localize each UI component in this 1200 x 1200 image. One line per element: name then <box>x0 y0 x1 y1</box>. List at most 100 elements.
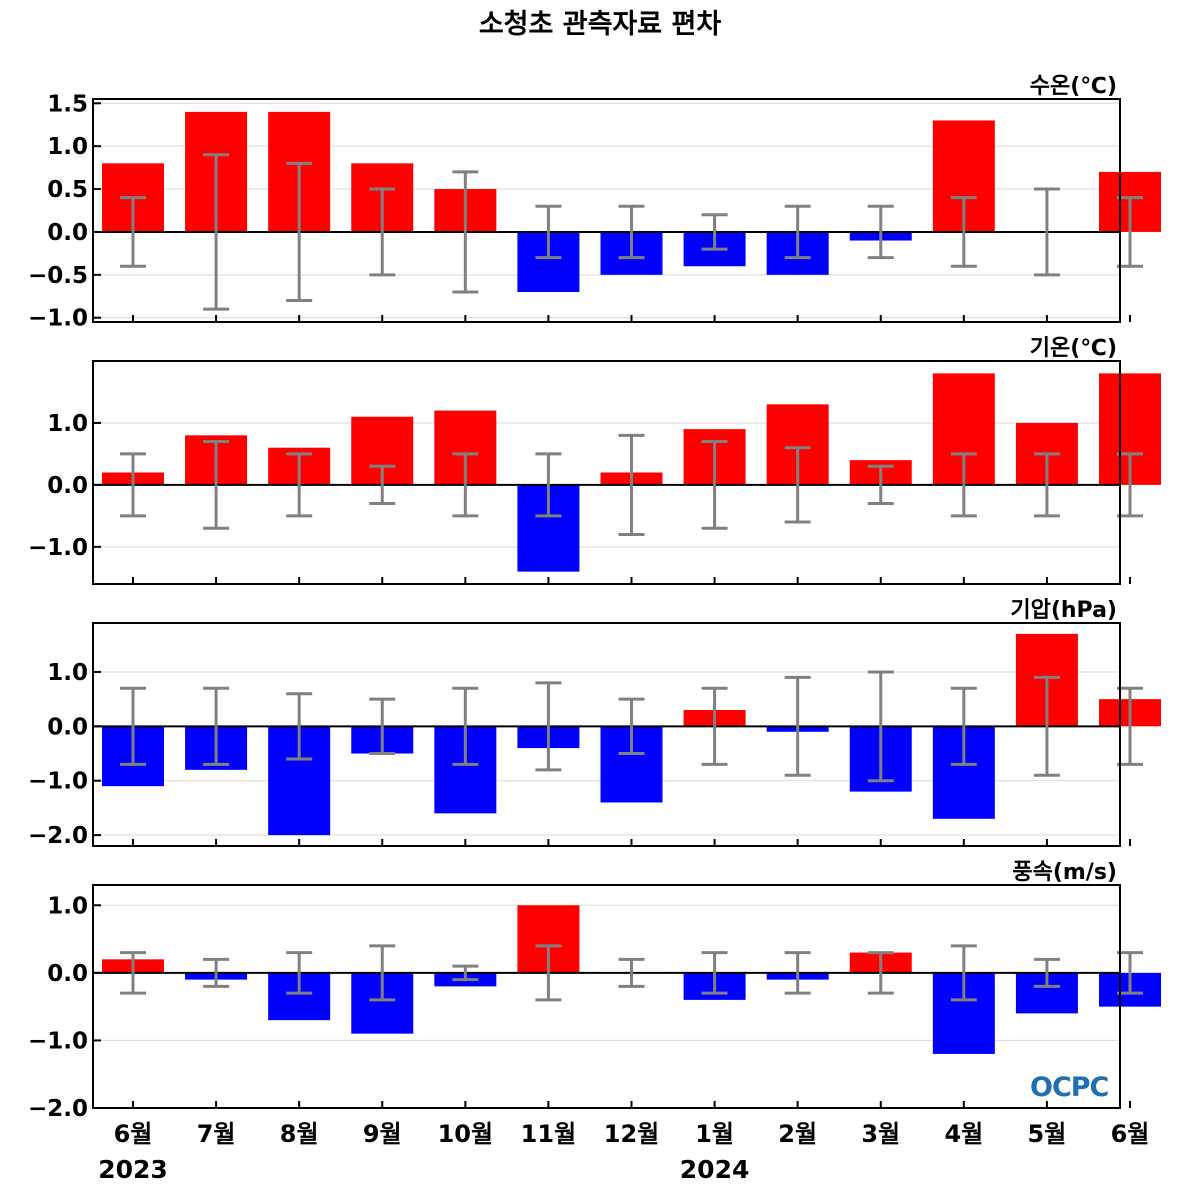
x-tick-label: 4월 <box>944 1120 983 1148</box>
year-label: 2024 <box>680 1155 750 1184</box>
y-tick-label: −0.5 <box>28 263 88 289</box>
panel-2: −1.0 0.0 1.0 기온(℃) <box>28 336 1161 585</box>
error-bar <box>618 697 645 756</box>
error-bar <box>867 670 894 783</box>
plot-frame <box>92 884 1121 1109</box>
error-bar <box>452 452 479 518</box>
panel-title: 수온(℃) <box>1030 74 1117 99</box>
error-bar <box>203 440 230 530</box>
error-bar <box>535 944 562 1002</box>
x-tick-label: 1월 <box>695 1120 734 1148</box>
error-bar <box>950 686 977 766</box>
plot-frame <box>92 622 1121 847</box>
x-tick-label: 3월 <box>861 1120 900 1148</box>
error-bar <box>784 675 811 777</box>
error-bar <box>618 433 645 536</box>
error-bar <box>1033 187 1060 277</box>
x-tick-label: 11월 <box>521 1120 576 1148</box>
x-tick-label: 7월 <box>197 1120 236 1148</box>
x-tick-label: 5월 <box>1028 1120 1067 1148</box>
y-tick-label: 1.0 <box>47 134 88 160</box>
error-bar <box>120 452 146 518</box>
x-tick-label: 9월 <box>363 1120 402 1148</box>
y-tick-label: 1.5 <box>47 91 88 117</box>
y-tick-label: −1.0 <box>28 1028 88 1054</box>
y-tick-label: 0.0 <box>47 220 88 246</box>
x-tick-label: 2월 <box>778 1120 817 1148</box>
error-bar <box>784 951 811 995</box>
error-bar <box>369 944 396 1002</box>
error-bar <box>1117 686 1143 766</box>
error-bar <box>1117 452 1143 518</box>
error-bar <box>535 204 562 260</box>
x-tick-label: 8월 <box>280 1120 319 1148</box>
y-tick-label: −2.0 <box>28 823 88 849</box>
error-bar <box>535 681 562 772</box>
plot-frame <box>92 98 1121 323</box>
error-bar <box>120 686 146 766</box>
panel-title: 기압(hPa) <box>1010 598 1117 623</box>
error-bar <box>286 951 313 995</box>
error-bar <box>452 170 479 294</box>
chart-title: 소청초 관측자료 편차 <box>478 9 722 40</box>
error-bar <box>369 697 396 756</box>
error-bar <box>867 951 894 995</box>
error-bar <box>203 957 230 988</box>
error-bar <box>618 957 645 988</box>
panel-3: −2.0 −1.0 0.0 1.0 기압(hPa) <box>28 598 1161 849</box>
x-axis-labels: 6월 7월 8월 9월 10월 11월 12월 1월 2월 3월 4월 5월 6월 2023 2024 <box>98 1120 1149 1184</box>
error-bar <box>286 452 313 518</box>
error-bar <box>1033 957 1060 988</box>
error-bar <box>784 446 811 524</box>
x-tick-label: 12월 <box>604 1120 659 1148</box>
error-bar <box>286 692 313 761</box>
error-bar <box>1033 452 1060 518</box>
error-bar <box>867 204 894 260</box>
plot-frame <box>92 360 1121 585</box>
y-tick-label: 0.0 <box>47 961 88 987</box>
error-bar <box>618 204 645 260</box>
x-tick-label: 6월 <box>1111 1120 1150 1148</box>
error-bar <box>701 213 728 251</box>
y-tick-label: −1.0 <box>28 535 88 561</box>
error-bar <box>950 452 977 518</box>
error-bar <box>369 464 396 505</box>
panel-1: −1.0 −0.5 0.0 0.5 1.0 1.5 수온(℃) <box>28 74 1161 332</box>
x-tick-label: 10월 <box>438 1120 493 1148</box>
y-tick-label: 1.0 <box>47 411 88 437</box>
error-bar <box>286 161 313 303</box>
error-bar <box>1033 675 1060 777</box>
y-tick-label: 1.0 <box>47 893 88 919</box>
error-bar <box>701 686 728 766</box>
y-tick-label: 0.0 <box>47 714 88 740</box>
error-bar <box>784 204 811 260</box>
x-tick-label: 6월 <box>114 1120 153 1148</box>
error-bar <box>535 452 562 518</box>
error-bar <box>701 951 728 995</box>
y-tick-label: 0.0 <box>47 473 88 499</box>
panel-4: −2.0 −1.0 0.0 1.0 풍속(m/s) <box>28 860 1161 1122</box>
error-bar <box>203 686 230 766</box>
error-bar <box>452 686 479 766</box>
y-tick-label: 0.5 <box>47 177 88 203</box>
y-tick-label: −2.0 <box>28 1096 88 1122</box>
error-bar <box>120 196 146 268</box>
y-tick-label: −1.0 <box>28 769 88 795</box>
error-bar <box>452 964 479 982</box>
y-tick-label: 1.0 <box>47 660 88 686</box>
error-bar <box>120 951 146 995</box>
error-bar <box>369 187 396 277</box>
year-label: 2023 <box>98 1155 168 1184</box>
panel-title: 기온(℃) <box>1030 336 1117 361</box>
error-bar <box>867 464 894 505</box>
error-bar <box>701 440 728 530</box>
error-bar <box>203 153 230 311</box>
error-bar <box>1117 196 1143 268</box>
error-bar <box>950 944 977 1002</box>
error-bar <box>950 196 977 268</box>
y-tick-label: −1.0 <box>28 306 88 332</box>
error-bar <box>1117 951 1143 995</box>
ocpc-logo: OCPC <box>1030 1072 1109 1103</box>
panel-title: 풍속(m/s) <box>1012 860 1117 885</box>
